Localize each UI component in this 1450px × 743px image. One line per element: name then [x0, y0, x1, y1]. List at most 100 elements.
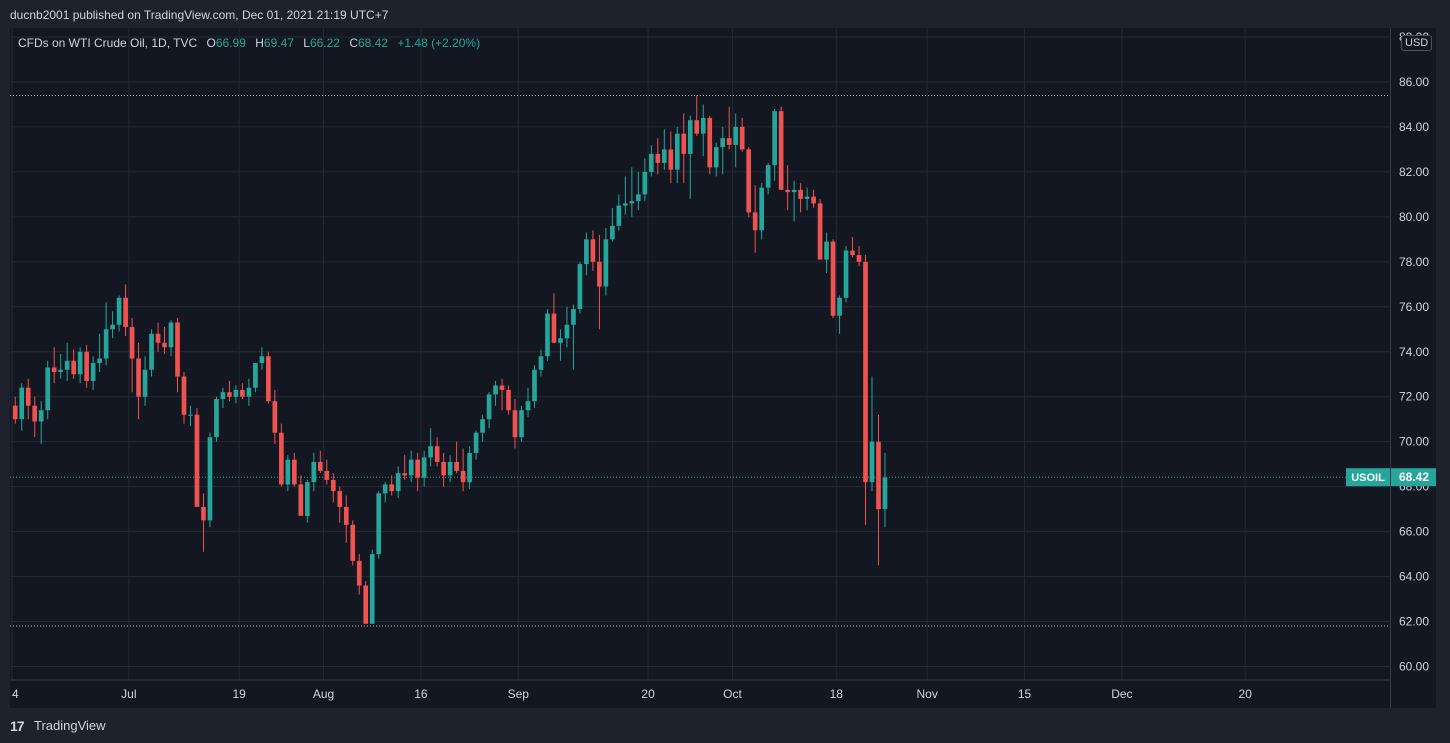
candle[interactable] — [642, 158, 648, 202]
candle[interactable] — [162, 327, 167, 354]
candle[interactable] — [512, 398, 518, 449]
candle[interactable] — [447, 455, 453, 483]
candle[interactable] — [733, 113, 739, 168]
candle[interactable] — [103, 302, 109, 366]
candle[interactable] — [19, 383, 25, 431]
candle[interactable] — [71, 349, 76, 379]
candle[interactable] — [155, 322, 161, 352]
candle[interactable] — [700, 104, 706, 157]
candle[interactable] — [597, 234, 602, 330]
currency-button[interactable]: USD — [1401, 35, 1433, 51]
candle[interactable] — [460, 448, 466, 492]
candle[interactable] — [798, 183, 803, 213]
candle[interactable] — [350, 520, 356, 566]
candle[interactable] — [317, 450, 323, 474]
candle[interactable] — [116, 295, 122, 332]
candle[interactable] — [201, 493, 206, 552]
candle[interactable] — [408, 450, 414, 483]
candle[interactable] — [434, 437, 440, 467]
candle[interactable] — [259, 347, 265, 370]
candle[interactable] — [330, 473, 336, 503]
candle[interactable] — [304, 479, 310, 523]
candle[interactable] — [603, 228, 609, 296]
candle[interactable] — [545, 309, 550, 361]
candle[interactable] — [45, 360, 51, 420]
candle[interactable] — [648, 144, 654, 177]
candle[interactable] — [850, 237, 855, 258]
candle[interactable] — [752, 185, 758, 253]
candle[interactable] — [64, 342, 70, 381]
candle[interactable] — [843, 246, 849, 303]
candle[interactable] — [694, 95, 700, 136]
candle[interactable] — [110, 311, 115, 339]
candle[interactable] — [584, 232, 589, 276]
candle[interactable] — [473, 430, 479, 460]
candle[interactable] — [253, 362, 258, 393]
candle[interactable] — [674, 126, 680, 184]
candle[interactable] — [467, 446, 472, 489]
candle[interactable] — [441, 452, 446, 487]
candle[interactable] — [175, 318, 180, 393]
candle[interactable] — [558, 329, 563, 361]
candle[interactable] — [285, 455, 291, 492]
candle[interactable] — [525, 387, 531, 417]
candle[interactable] — [876, 414, 881, 566]
candlestick-chart[interactable]: 4 Jul 19 Aug 16 Sep 20 Oct 18 Nov 15 Dec 20 USOIL — [10, 28, 1390, 708]
candle[interactable] — [194, 407, 200, 507]
candle[interactable] — [240, 383, 245, 399]
candle[interactable] — [687, 115, 693, 199]
candle[interactable] — [499, 378, 505, 411]
candle[interactable] — [90, 356, 96, 390]
candle[interactable] — [590, 230, 596, 271]
candle[interactable] — [136, 342, 141, 420]
candle[interactable] — [720, 126, 726, 175]
candle[interactable] — [882, 452, 888, 528]
candle[interactable] — [791, 180, 797, 222]
candle[interactable] — [402, 455, 408, 480]
candle[interactable] — [311, 452, 317, 492]
candle[interactable] — [480, 414, 485, 442]
candle[interactable] — [382, 482, 388, 503]
chart-pane[interactable]: 4 Jul 19 Aug 16 Sep 20 Oct 18 Nov 15 Dec 20 USOIL — [10, 28, 1390, 708]
candle[interactable] — [188, 405, 193, 426]
candle[interactable] — [220, 387, 226, 408]
candle[interactable] — [207, 432, 213, 528]
candle[interactable] — [551, 293, 557, 343]
candle[interactable] — [38, 401, 44, 444]
price-axis[interactable]: 60.00 62.00 64.00 66.00 68.00 70.00 72.00 74.00… — [1390, 28, 1437, 708]
candle[interactable] — [292, 452, 297, 487]
candle[interactable] — [51, 347, 57, 384]
candle[interactable] — [668, 131, 674, 184]
candle[interactable] — [661, 129, 667, 170]
candle[interactable] — [817, 198, 823, 260]
candle[interactable] — [713, 142, 719, 177]
candle[interactable] — [564, 306, 570, 348]
candle[interactable] — [369, 549, 375, 624]
candle[interactable] — [233, 385, 239, 404]
candle[interactable] — [149, 329, 154, 377]
candle[interactable] — [837, 295, 842, 334]
candle[interactable] — [856, 246, 862, 267]
candle[interactable] — [266, 351, 271, 404]
candle[interactable] — [759, 183, 764, 240]
candle[interactable] — [337, 486, 343, 523]
candle[interactable] — [246, 378, 252, 406]
candle[interactable] — [279, 423, 284, 487]
candle[interactable] — [538, 349, 544, 377]
candle[interactable] — [772, 108, 777, 181]
candle[interactable] — [428, 428, 433, 467]
candle[interactable] — [824, 232, 829, 274]
candle[interactable] — [214, 396, 219, 442]
candle[interactable] — [421, 450, 427, 487]
candle[interactable] — [454, 441, 459, 474]
candle[interactable] — [629, 167, 635, 217]
candle[interactable] — [32, 396, 38, 438]
candle[interactable] — [830, 239, 836, 319]
candle[interactable] — [84, 345, 89, 388]
candle[interactable] — [726, 106, 732, 150]
candle[interactable] — [707, 115, 713, 175]
candle[interactable] — [571, 304, 576, 370]
candle[interactable] — [486, 392, 492, 429]
candle[interactable] — [343, 495, 349, 543]
candle[interactable] — [324, 459, 330, 485]
